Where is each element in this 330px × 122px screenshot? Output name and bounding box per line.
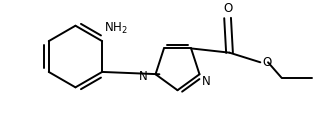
- Text: O: O: [223, 2, 232, 15]
- Text: O: O: [262, 56, 272, 69]
- Text: N: N: [139, 70, 148, 83]
- Text: N: N: [201, 75, 210, 88]
- Text: NH$_2$: NH$_2$: [104, 21, 128, 36]
